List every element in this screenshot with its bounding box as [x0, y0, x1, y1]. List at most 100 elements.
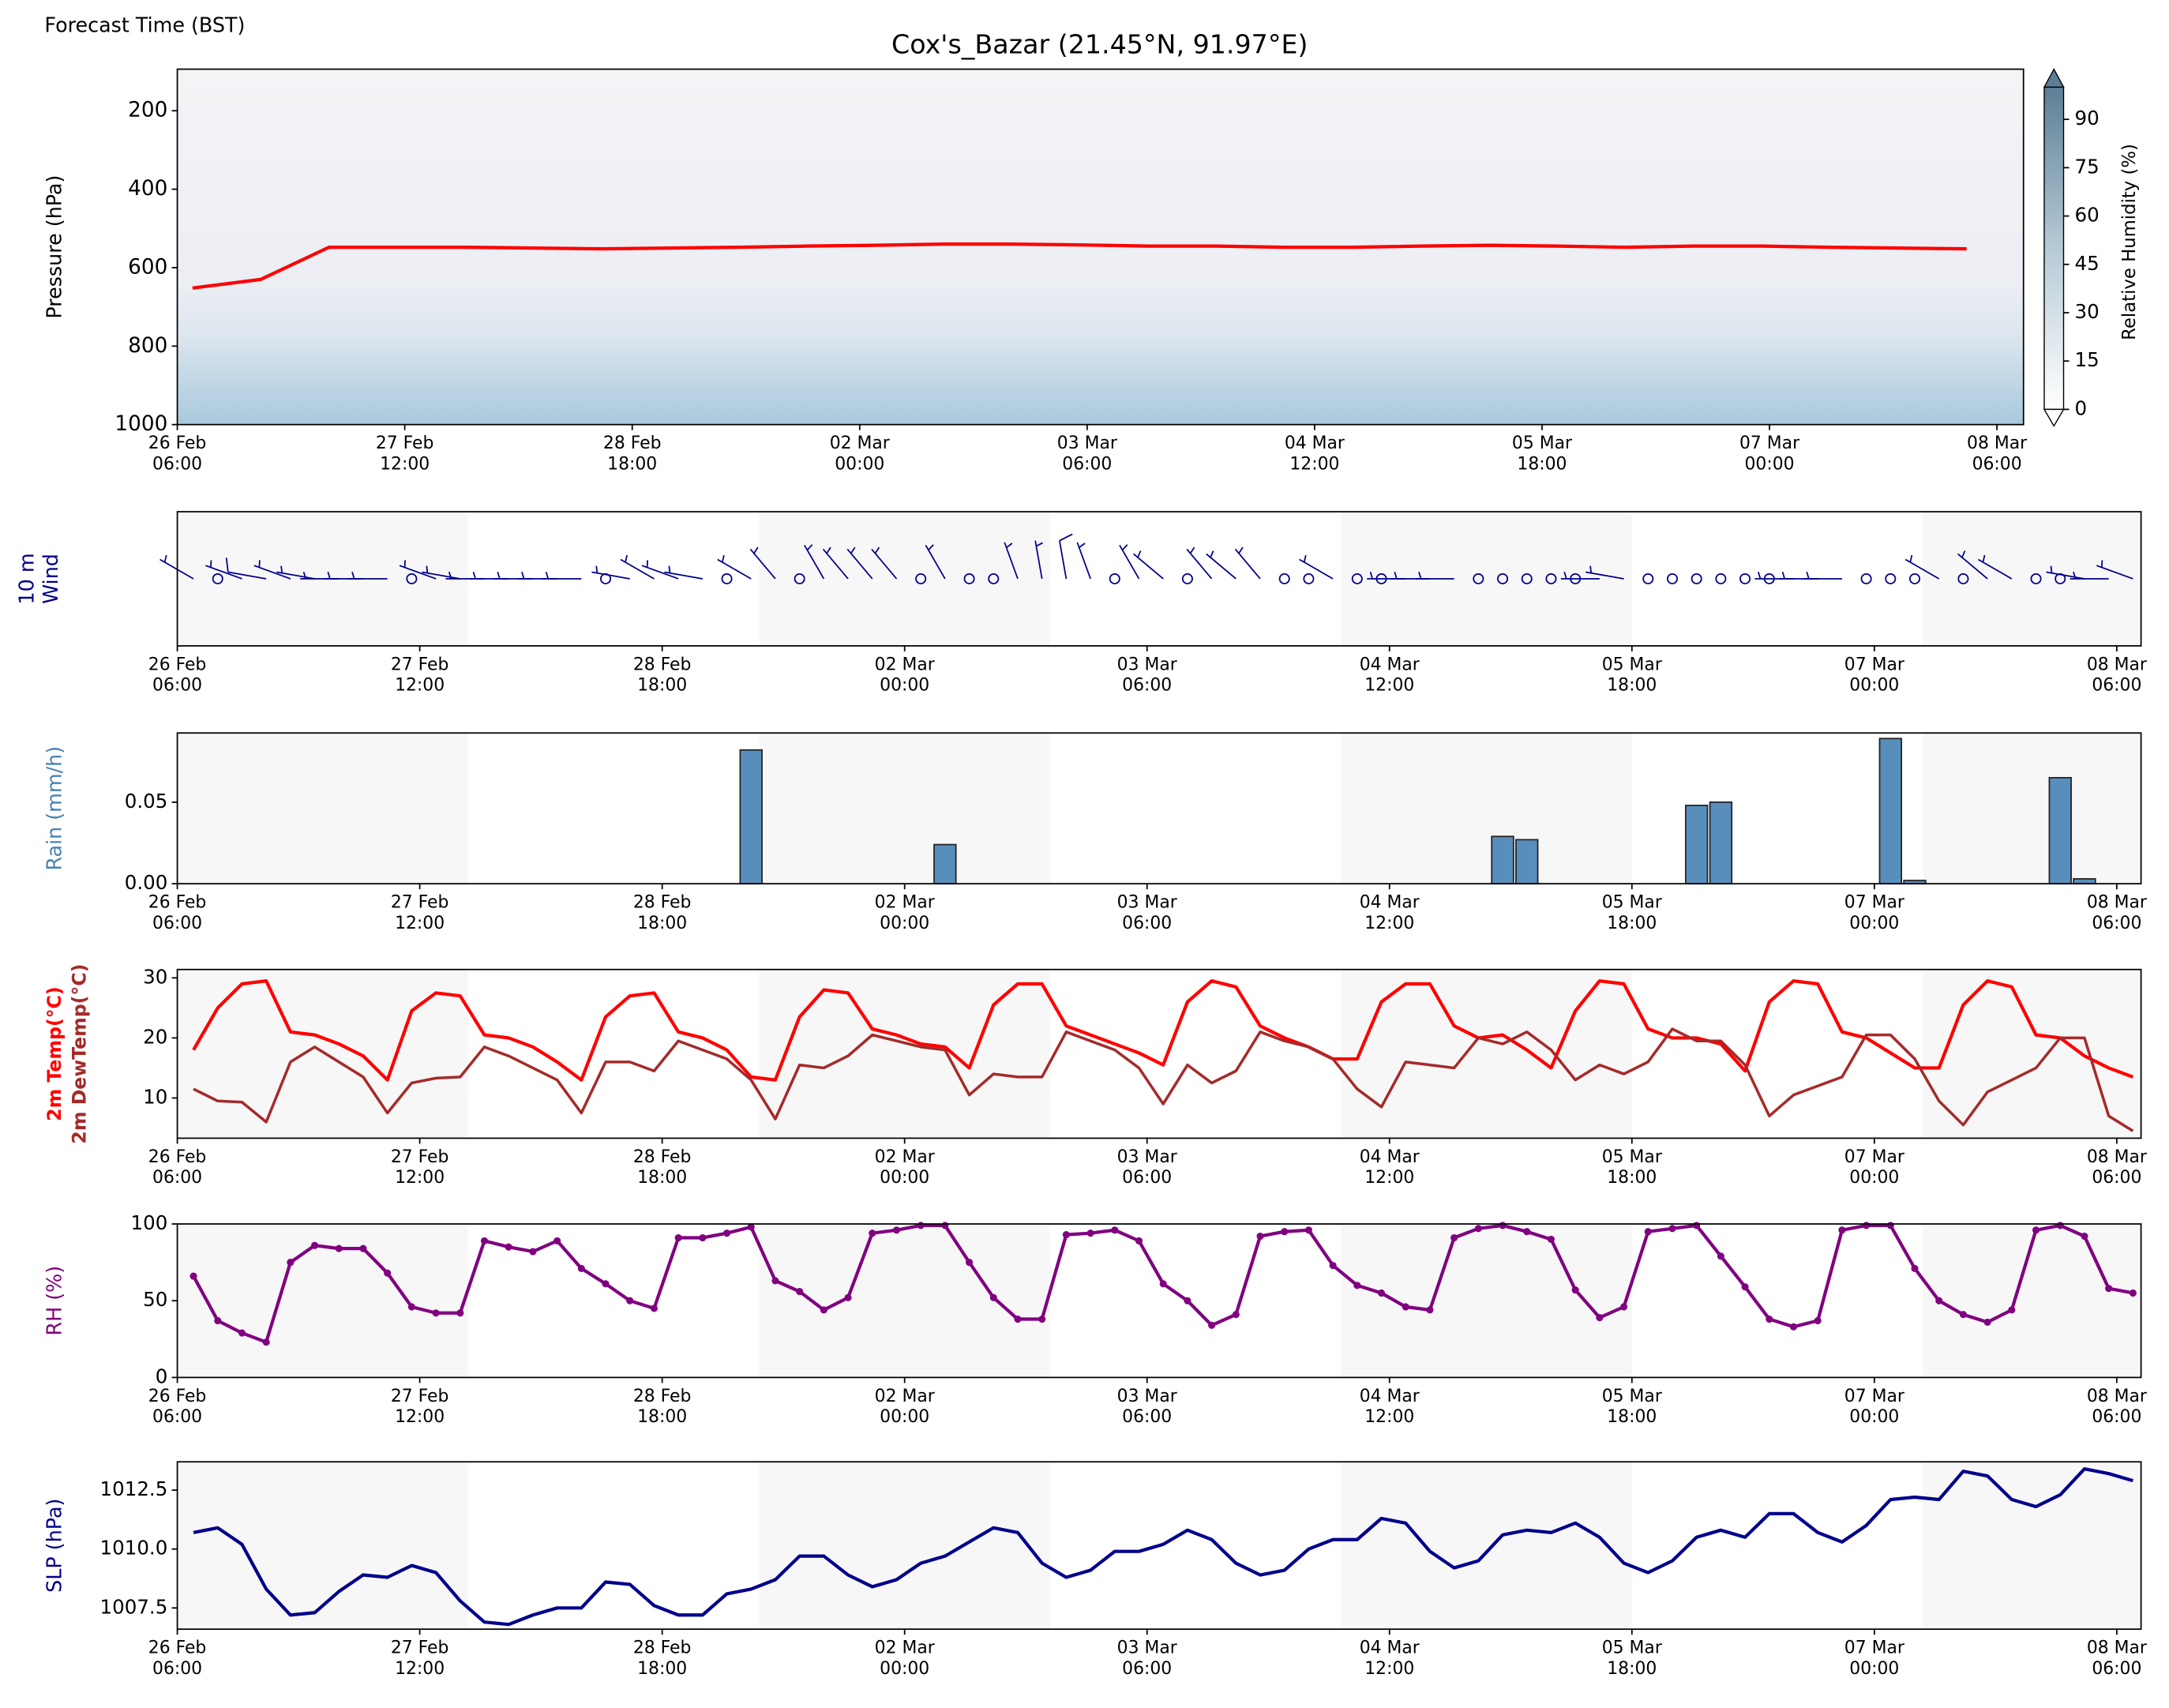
x-tick-label: 26 Feb 06:00 [148, 1639, 207, 1679]
x-tick-label: 07 Mar 00:00 [1844, 893, 1904, 933]
series-marker [626, 1297, 634, 1304]
series-marker [1062, 1231, 1070, 1239]
wind-barb [717, 554, 752, 580]
series-marker [1547, 1235, 1555, 1243]
wind-barb [422, 565, 460, 580]
day-band [759, 512, 1050, 646]
bar [2048, 776, 2072, 885]
series-marker [796, 1287, 804, 1296]
calm-marker [915, 572, 927, 584]
y-tick-label: 0.05 [125, 790, 168, 813]
calm-marker [1642, 572, 1654, 584]
day-band [177, 1462, 469, 1630]
wind-barb [641, 560, 679, 580]
wind-barb [1803, 571, 1842, 580]
x-tick-label: 05 Mar 18:00 [1602, 655, 1662, 695]
day-band [759, 733, 1050, 884]
series-marker [1571, 1286, 1579, 1294]
series-marker [311, 1241, 319, 1249]
series-marker [2105, 1285, 2113, 1293]
x-tick-label: 02 Mar 00:00 [830, 434, 890, 474]
series-marker [1474, 1225, 1482, 1233]
calm-marker [1545, 572, 1557, 584]
plot-frame [176, 68, 2025, 426]
series-marker [917, 1222, 925, 1229]
y-tick-label: 1000 [114, 412, 167, 436]
x-tick-label: 27 Feb 12:00 [391, 893, 449, 933]
y-tick-label: 10 [143, 1085, 167, 1108]
x-tick-label: 05 Mar 18:00 [1512, 434, 1572, 474]
series-marker [529, 1248, 537, 1256]
series-marker [699, 1233, 707, 1242]
calm-marker [1181, 572, 1193, 584]
series-marker [554, 1237, 561, 1244]
plot-frame [176, 1461, 2142, 1631]
calm-marker [1860, 572, 1872, 584]
series-marker [190, 1272, 197, 1280]
colorbar-arrow [2043, 68, 2065, 88]
series-marker [1111, 1226, 1119, 1234]
x-tick-label: 28 Feb 18:00 [633, 1147, 692, 1188]
series-marker [674, 1233, 682, 1242]
day-band [177, 1224, 469, 1378]
wind-barb [620, 554, 655, 580]
y-tick-label: 200 [128, 99, 167, 122]
x-tick-label: 26 Feb 06:00 [148, 1387, 207, 1427]
series-marker [1741, 1283, 1749, 1291]
plot-background [177, 969, 2141, 1139]
day-band [1341, 1224, 1632, 1378]
colorbar-tick-label: 0 [2075, 396, 2088, 419]
wind-barb [276, 565, 315, 580]
wind-barb [1034, 540, 1043, 580]
series-marker [2081, 1233, 2088, 1241]
y-axis-label: 10 mWind [14, 553, 62, 604]
day-band [177, 969, 469, 1139]
y-tick-label: 20 [143, 1025, 167, 1048]
wind-barb [2046, 565, 2085, 580]
x-tick-label: 27 Feb 12:00 [391, 655, 449, 695]
x-tick-label: 03 Mar 06:00 [1057, 434, 1117, 474]
wind-barb [749, 546, 776, 580]
series-marker [1620, 1303, 1628, 1311]
series-marker [214, 1316, 222, 1325]
series-marker [407, 1303, 415, 1311]
calm-marker [963, 572, 975, 584]
plot-frame [176, 511, 2142, 647]
calm-marker [1739, 572, 1751, 584]
series-marker [262, 1338, 270, 1346]
x-tick-label: 26 Feb 06:00 [148, 655, 207, 695]
y-axis-label: Pressure (hPa) [42, 175, 66, 319]
series-marker [432, 1309, 440, 1317]
series-marker [480, 1237, 489, 1244]
series-marker [1426, 1306, 1434, 1314]
x-tick-label: 08 Mar 06:00 [2087, 893, 2147, 933]
series-line [192, 979, 2134, 1082]
x-tick-label: 08 Mar 06:00 [2087, 1387, 2147, 1427]
wind-barb [925, 544, 946, 580]
x-tick-label: 27 Feb 12:00 [391, 1639, 449, 1679]
bar [1709, 801, 1733, 885]
wind-barb [1058, 533, 1073, 580]
plot-background [177, 1224, 2141, 1378]
y-axis-label: Rain (mm/h) [42, 746, 66, 871]
series-marker [722, 1229, 731, 1237]
wind-barb [591, 565, 630, 580]
x-tick-label: 02 Mar 00:00 [875, 655, 935, 695]
x-tick-label: 26 Feb 06:00 [148, 434, 207, 474]
series-marker [1450, 1233, 1458, 1242]
series-marker [869, 1229, 876, 1237]
day-band [1341, 1462, 1632, 1630]
wind-barb [1585, 565, 1624, 580]
x-tick-label: 03 Mar 06:00 [1117, 893, 1177, 933]
colorbar-tick-label: 75 [2075, 155, 2100, 178]
y-tick-label: 1007.5 [100, 1595, 168, 1618]
wind-barb [846, 546, 873, 580]
x-tick-label: 03 Mar 06:00 [1117, 655, 1177, 695]
series-marker [1184, 1297, 1191, 1304]
colorbar-tick-label: 45 [2075, 252, 2100, 275]
series-marker [1038, 1315, 1046, 1323]
plots: 26 Feb 06:00 27 Feb 12:00 28 Feb 18:00 02 Mar 0… [14, 68, 2147, 1679]
series-marker [1377, 1289, 1386, 1297]
